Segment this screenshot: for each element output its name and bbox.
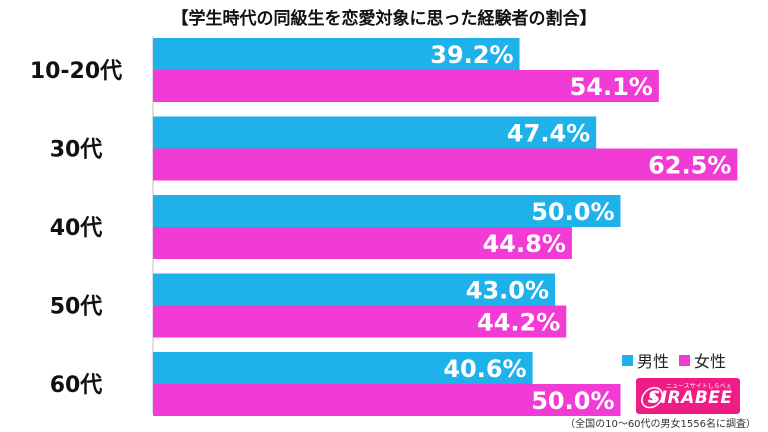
category-label: 30代 [50,138,103,163]
legend-label-male: 男性 [637,352,670,371]
value-label-female: 44.2% [477,309,560,337]
bar-male [153,195,621,227]
value-label-male: 47.4% [507,120,590,148]
bar-male [153,352,533,384]
logo-subtext: ニュースサイトしらべぇ [666,383,732,390]
legend-item-male: 男性 [622,348,669,372]
category-label: 60代 [50,373,103,398]
bar-male [153,273,556,306]
value-label-female: 50.0% [531,387,614,415]
bar-female [153,305,567,338]
value-label-male: 43.0% [466,277,549,305]
category-label: 50代 [50,295,103,320]
bar-female [153,70,659,102]
legend-swatch-female [679,354,691,366]
bar-female [153,148,738,181]
footnote: （全国の10～60代の男女1556名に調査） [565,419,756,430]
category-label: 40代 [50,216,103,241]
category-label: 10-20代 [30,59,122,84]
chart-title: 【学生時代の同級生を恋愛対象に思った経験者の割合】 [171,9,597,29]
legend-label-female: 女性 [694,352,727,371]
legend: 男性 女性 [622,348,726,372]
legend-swatch-male [622,354,633,366]
sirabee-logo: ⓢ ニュースサイトしらべぇ SIRABEE [636,378,740,414]
logo-text: SIRABEE [648,388,733,408]
bar-male [153,38,520,70]
logo-mark-icon: ⓢ [639,387,662,412]
value-label-male: 50.0% [531,198,614,226]
value-label-female: 54.1% [570,73,653,101]
value-label-female: 44.8% [483,230,566,258]
value-label-female: 62.5% [648,152,731,180]
legend-item-female: 女性 [679,348,726,372]
bar-female [153,227,572,259]
bar-male [153,116,597,149]
value-label-male: 39.2% [430,41,513,69]
value-label-male: 40.6% [443,355,526,383]
bar-female [153,384,621,416]
